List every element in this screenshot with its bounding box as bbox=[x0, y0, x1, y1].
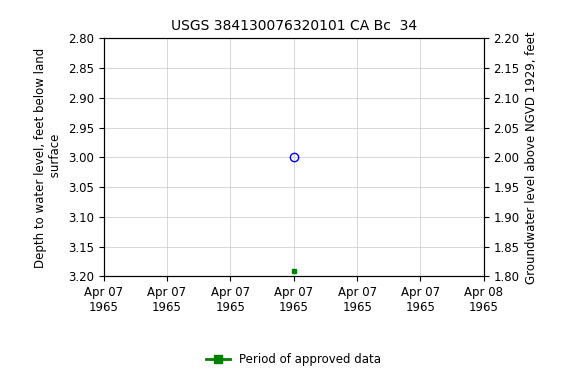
Title: USGS 384130076320101 CA Bc  34: USGS 384130076320101 CA Bc 34 bbox=[170, 19, 417, 33]
Legend: Period of approved data: Period of approved data bbox=[202, 348, 386, 371]
Y-axis label: Depth to water level, feet below land
 surface: Depth to water level, feet below land su… bbox=[35, 47, 62, 268]
Y-axis label: Groundwater level above NGVD 1929, feet: Groundwater level above NGVD 1929, feet bbox=[525, 31, 538, 284]
